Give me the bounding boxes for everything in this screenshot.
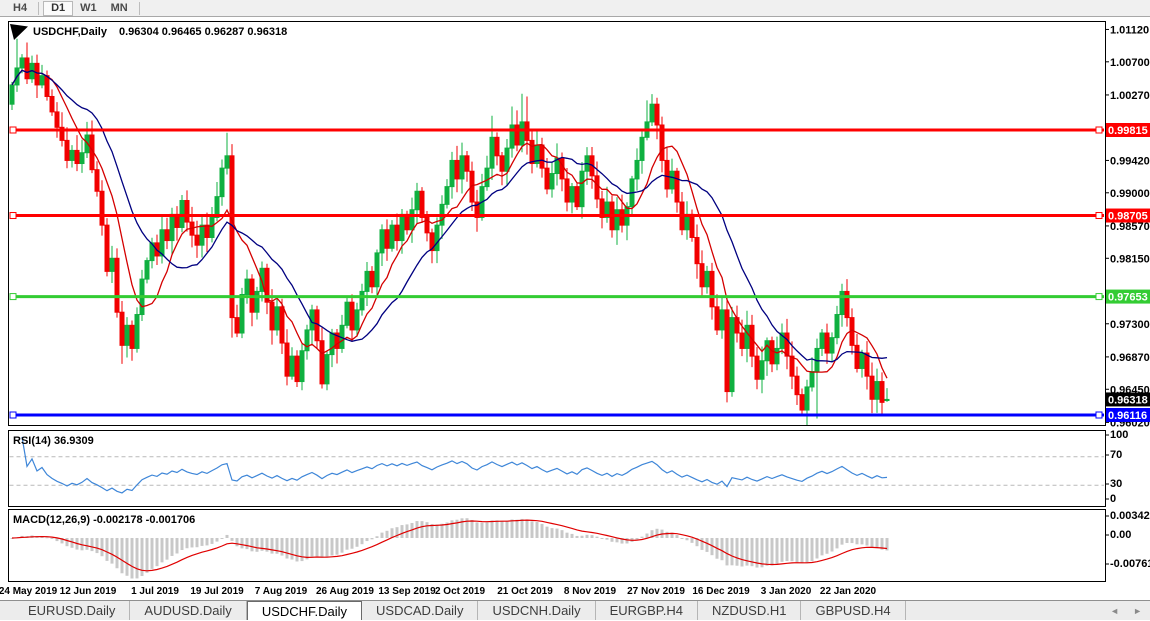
tab-eurgbp-h4[interactable]: EURGBP.H4 <box>596 601 698 620</box>
timeframe-button-mn[interactable]: MN <box>104 1 135 16</box>
macd-axis: 0.003428 0.00 -0.007615 <box>1105 510 1150 570</box>
tab-nzdusd-h1[interactable]: NZDUSD.H1 <box>698 601 801 620</box>
toolbar-separator <box>139 2 140 15</box>
ohlc-readout: 0.96304 0.96465 0.96287 0.96318 <box>119 26 287 38</box>
svg-text:0.99815: 0.99815 <box>1108 125 1148 137</box>
tab-eurusd-daily[interactable]: EURUSD.Daily <box>14 601 130 620</box>
svg-text:26 Aug 2019: 26 Aug 2019 <box>316 586 374 597</box>
svg-text:27 Nov 2019: 27 Nov 2019 <box>627 586 685 597</box>
svg-text:0.96870: 0.96870 <box>1110 352 1150 364</box>
tab-audusd-daily[interactable]: AUDUSD.Daily <box>130 601 246 620</box>
svg-text:21 Oct 2019: 21 Oct 2019 <box>497 586 553 597</box>
svg-text:13 Sep 2019: 13 Sep 2019 <box>378 586 436 597</box>
svg-text:0.98705: 0.98705 <box>1108 211 1148 223</box>
svg-text:0.003428: 0.003428 <box>1110 510 1150 522</box>
svg-text:0.00: 0.00 <box>1110 529 1131 541</box>
timeframe-toolbar: H4 D1 W1 MN <box>0 0 1150 17</box>
svg-text:3 Jan 2020: 3 Jan 2020 <box>761 586 812 597</box>
tab-usdchf-daily[interactable]: USDCHF.Daily <box>247 601 362 620</box>
svg-text:0: 0 <box>1110 493 1116 505</box>
price-chart-canvas[interactable]: 1.01120 1.00700 1.00270 0.99420 0.99000 0.985… <box>0 0 1150 600</box>
svg-text:0.97300: 0.97300 <box>1110 319 1150 331</box>
chart-panes <box>9 22 1106 582</box>
svg-text:2 Oct 2019: 2 Oct 2019 <box>435 586 485 597</box>
svg-text:30: 30 <box>1110 478 1122 490</box>
svg-text:0.97653: 0.97653 <box>1108 292 1148 304</box>
svg-text:22 Jan 2020: 22 Jan 2020 <box>820 586 877 597</box>
svg-text:24 May 2019: 24 May 2019 <box>0 586 58 597</box>
symbol-period-label: USDCHF,Daily <box>33 26 107 38</box>
svg-text:100: 100 <box>1110 429 1128 441</box>
svg-text:12 Jun 2019: 12 Jun 2019 <box>60 586 117 597</box>
svg-text:1 Jul 2019: 1 Jul 2019 <box>131 586 179 597</box>
toolbar-separator <box>38 2 39 15</box>
svg-text:0.96116: 0.96116 <box>1108 410 1147 422</box>
symbol-tabbar: EURUSD.Daily AUDUSD.Daily USDCHF.Daily U… <box>0 600 1150 620</box>
timeframe-button-w1[interactable]: W1 <box>73 1 104 16</box>
svg-text:8 Nov 2019: 8 Nov 2019 <box>564 586 617 597</box>
timeframe-button-d1[interactable]: D1 <box>43 1 73 16</box>
tab-scroll-arrows: ◄► <box>1096 606 1142 616</box>
svg-text:-0.007615: -0.007615 <box>1110 558 1150 570</box>
svg-text:1.00270: 1.00270 <box>1110 90 1150 102</box>
svg-text:0.99420: 0.99420 <box>1110 155 1150 167</box>
svg-text:1.00700: 1.00700 <box>1110 57 1150 69</box>
current-price-tag: 0.96318 <box>1106 392 1150 406</box>
svg-text:0.98150: 0.98150 <box>1110 253 1150 265</box>
svg-text:1.01120: 1.01120 <box>1110 24 1149 36</box>
svg-text:16 Dec 2019: 16 Dec 2019 <box>692 586 750 597</box>
tab-usdcnh-daily[interactable]: USDCNH.Daily <box>478 601 595 620</box>
tab-usdcad-daily[interactable]: USDCAD.Daily <box>362 601 478 620</box>
svg-text:7 Aug 2019: 7 Aug 2019 <box>255 586 308 597</box>
svg-text:70: 70 <box>1110 449 1122 461</box>
svg-text:0.96318: 0.96318 <box>1108 394 1148 406</box>
rsi-axis: 100 70 30 0 <box>1105 429 1128 505</box>
tab-scroll-right-icon[interactable]: ► <box>1133 606 1142 616</box>
rsi-indicator-legend: RSI(14) 36.9309 <box>13 435 94 447</box>
svg-text:0.98570: 0.98570 <box>1110 221 1150 233</box>
tab-scroll-left-icon[interactable]: ◄ <box>1110 606 1119 616</box>
macd-indicator-legend: MACD(12,26,9) -0.002178 -0.001706 <box>13 514 195 526</box>
svg-text:19 Jul 2019: 19 Jul 2019 <box>190 586 244 597</box>
tab-gbpusd-h4[interactable]: GBPUSD.H4 <box>801 601 905 620</box>
price-axis: 1.01120 1.00700 1.00270 0.99420 0.99000 0.985… <box>1105 24 1150 429</box>
chart-symbol-legend: USDCHF,Daily 0.96304 0.96465 0.96287 0.96… <box>33 26 287 38</box>
timeframe-button-h4[interactable]: H4 <box>6 1 34 16</box>
svg-text:0.99000: 0.99000 <box>1110 188 1150 200</box>
